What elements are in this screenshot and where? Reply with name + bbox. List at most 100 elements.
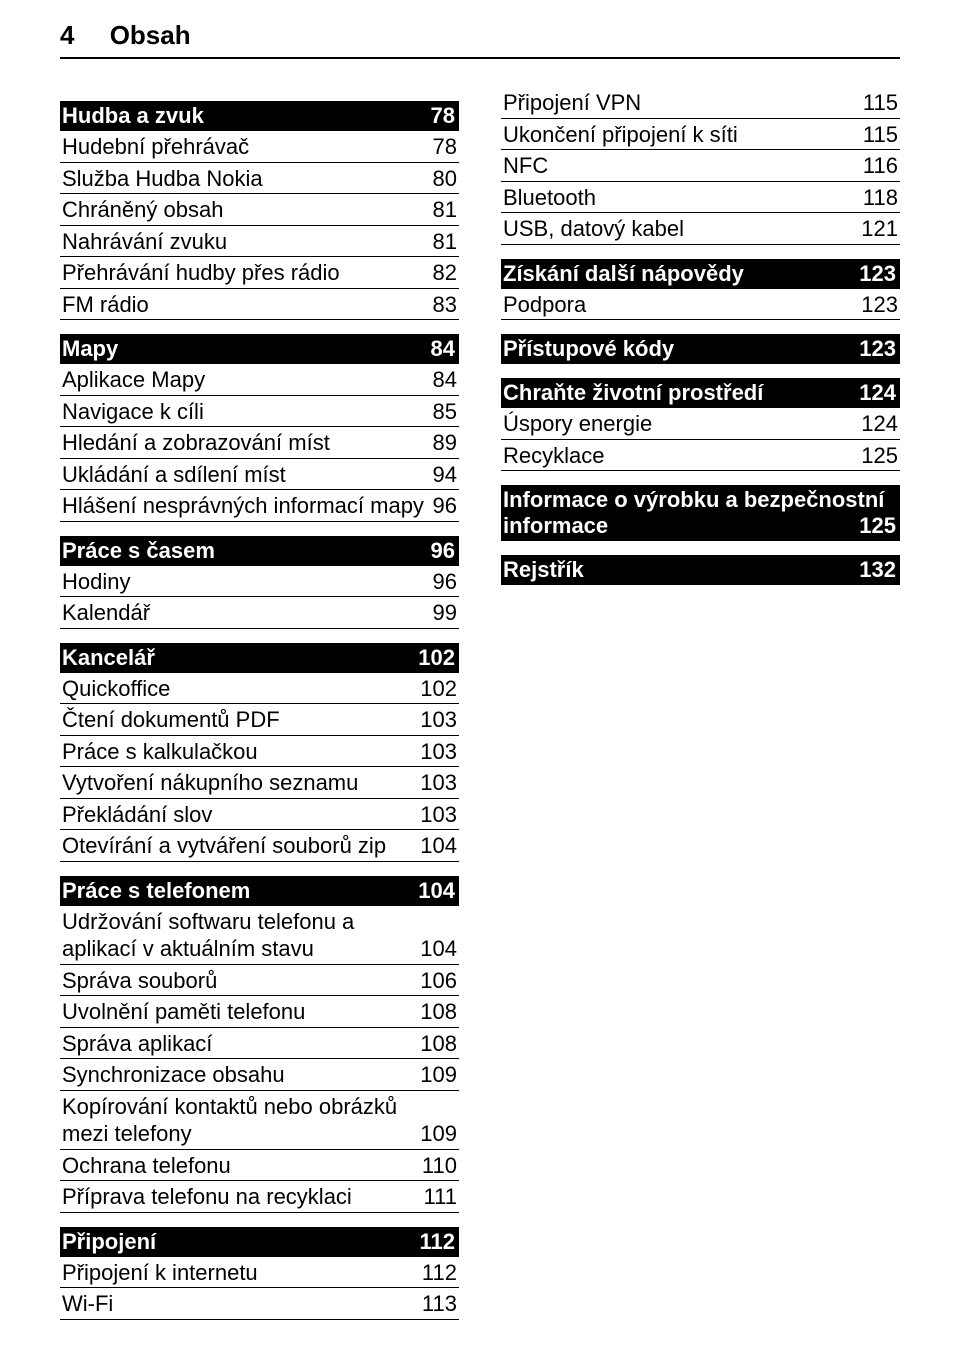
toc-section-label: Mapy xyxy=(62,336,118,362)
toc-row[interactable]: Příprava telefonu na recyklaci111 xyxy=(60,1181,459,1213)
toc-row-label: Wi-Fi xyxy=(62,1290,422,1318)
toc-section-page: 96 xyxy=(431,538,455,564)
toc-row[interactable]: Práce s kalkulačkou103 xyxy=(60,736,459,768)
toc-row-label: Kalendář xyxy=(62,599,433,627)
toc-row-label: Překládání slov xyxy=(62,801,420,829)
toc-row-label: Čtení dokumentů PDF xyxy=(62,706,420,734)
toc-row-label: Připojení VPN xyxy=(503,89,863,117)
toc-row-label: Úspory energie xyxy=(503,410,861,438)
page-header: 4 Obsah xyxy=(60,20,900,59)
toc-section-label: Získání další nápovědy xyxy=(503,261,744,287)
toc-row-page: 89 xyxy=(433,429,457,457)
toc-row[interactable]: Přehrávání hudby přes rádio82 xyxy=(60,257,459,289)
toc-row-page: 84 xyxy=(433,366,457,394)
toc-row-label: Správa souborů xyxy=(62,967,420,995)
toc-row[interactable]: Připojení k internetu112 xyxy=(60,1257,459,1289)
toc-row[interactable]: Navigace k cíli85 xyxy=(60,396,459,428)
toc-row-label: Kopírování kontaktů nebo obrázků mezi te… xyxy=(62,1093,420,1148)
toc-row[interactable]: Quickoffice102 xyxy=(60,673,459,705)
toc-row[interactable]: Hlášení nesprávných informací mapy96 xyxy=(60,490,459,522)
toc-section-head[interactable]: Kancelář102 xyxy=(60,643,459,673)
toc-row[interactable]: Kopírování kontaktů nebo obrázků mezi te… xyxy=(60,1091,459,1150)
toc-row[interactable]: Nahrávání zvuku81 xyxy=(60,226,459,258)
toc-section-head[interactable]: Chraňte životní prostředí 124 xyxy=(501,378,900,408)
toc-row-label: Navigace k cíli xyxy=(62,398,433,426)
toc-row-page: 102 xyxy=(420,675,457,703)
toc-row-page: 110 xyxy=(422,1152,457,1180)
toc-row-page: 115 xyxy=(863,121,898,149)
toc-row-page: 103 xyxy=(420,801,457,829)
toc-row[interactable]: USB, datový kabel121 xyxy=(501,213,900,245)
toc-row[interactable]: FM rádio83 xyxy=(60,289,459,321)
toc-row-label: Ukončení připojení k síti xyxy=(503,121,863,149)
toc-row-label: Hledání a zobrazování míst xyxy=(62,429,433,457)
toc-row[interactable]: Ukončení připojení k síti115 xyxy=(501,119,900,151)
toc-section-label: Přístupové kódy xyxy=(503,336,674,362)
toc-row[interactable]: Úspory energie124 xyxy=(501,408,900,440)
toc-row[interactable]: Vytvoření nákupního seznamu103 xyxy=(60,767,459,799)
toc-section-head[interactable]: Připojení 112 xyxy=(60,1227,459,1257)
toc-row[interactable]: Správa aplikací108 xyxy=(60,1028,459,1060)
toc-row[interactable]: Udržování softwaru telefonu a aplikací v… xyxy=(60,906,459,965)
toc-row[interactable]: Chráněný obsah81 xyxy=(60,194,459,226)
toc-section-label: Hudba a zvuk xyxy=(62,103,204,129)
toc-row-label: Quickoffice xyxy=(62,675,420,703)
toc-row-label: Připojení k internetu xyxy=(62,1259,422,1287)
toc-row-page: 116 xyxy=(863,152,898,180)
toc-section-head[interactable]: Získání další nápovědy 123 xyxy=(501,259,900,289)
toc-column-left: Hudba a zvuk 78Hudební přehrávač78Služba … xyxy=(60,87,459,1320)
toc-row[interactable]: Uvolnění paměti telefonu108 xyxy=(60,996,459,1028)
toc-section-head[interactable]: Práce s telefonem104 xyxy=(60,876,459,906)
toc-row-page: 104 xyxy=(420,935,457,963)
toc-row[interactable]: Hledání a zobrazování míst89 xyxy=(60,427,459,459)
toc-section-page: 112 xyxy=(420,1229,456,1255)
toc-section-label: Práce s telefonem xyxy=(62,878,250,904)
toc-section-page: 124 xyxy=(859,380,896,406)
toc-section-head[interactable]: Práce s časem96 xyxy=(60,536,459,566)
toc-row-label: Recyklace xyxy=(503,442,861,470)
toc-row[interactable]: Ochrana telefonu110 xyxy=(60,1150,459,1182)
toc-section-label-line1: Informace o výrobku a bezpečnostní xyxy=(503,487,896,513)
toc-row-label: Služba Hudba Nokia xyxy=(62,165,433,193)
toc-row[interactable]: Bluetooth118 xyxy=(501,182,900,214)
toc-row-page: 83 xyxy=(433,291,457,319)
toc-row[interactable]: Otevírání a vytváření souborů zip104 xyxy=(60,830,459,862)
toc-section-head[interactable]: Hudba a zvuk 78 xyxy=(60,101,459,131)
toc-row-page: 78 xyxy=(433,133,457,161)
toc-row[interactable]: Aplikace Mapy84 xyxy=(60,364,459,396)
toc-section-head[interactable]: Přístupové kódy123 xyxy=(501,334,900,364)
toc-row[interactable]: Kalendář99 xyxy=(60,597,459,629)
toc-section-head[interactable]: Mapy 84 xyxy=(60,334,459,364)
toc-row-label: Ukládání a sdílení míst xyxy=(62,461,433,489)
toc-section-page: 123 xyxy=(859,261,896,287)
toc-row[interactable]: Služba Hudba Nokia80 xyxy=(60,163,459,195)
toc-row[interactable]: NFC116 xyxy=(501,150,900,182)
toc-row-page: 113 xyxy=(422,1290,457,1318)
toc-section-label: Chraňte životní prostředí xyxy=(503,380,763,406)
toc-row-label: Bluetooth xyxy=(503,184,863,212)
toc-section-head[interactable]: Informace o výrobku a bezpečnostníinform… xyxy=(501,485,900,541)
toc-row[interactable]: Podpora123 xyxy=(501,289,900,321)
toc-row-label: Ochrana telefonu xyxy=(62,1152,422,1180)
toc-row[interactable]: Překládání slov103 xyxy=(60,799,459,831)
toc-section-head[interactable]: Rejstřík132 xyxy=(501,555,900,585)
toc-row-page: 109 xyxy=(420,1061,457,1089)
toc-row[interactable]: Připojení VPN115 xyxy=(501,87,900,119)
toc-row[interactable]: Synchronizace obsahu109 xyxy=(60,1059,459,1091)
toc-section-page: 78 xyxy=(431,103,455,129)
toc-row-page: 111 xyxy=(424,1183,457,1211)
toc-row[interactable]: Wi-Fi113 xyxy=(60,1288,459,1320)
toc-row-label: Práce s kalkulačkou xyxy=(62,738,420,766)
toc-row-label: Příprava telefonu na recyklaci xyxy=(62,1183,424,1211)
toc-row[interactable]: Správa souborů106 xyxy=(60,965,459,997)
toc-row[interactable]: Recyklace125 xyxy=(501,440,900,472)
toc-section-page: 84 xyxy=(431,336,455,362)
toc-section-label: Kancelář xyxy=(62,645,155,671)
toc-row-label: Synchronizace obsahu xyxy=(62,1061,420,1089)
toc-row-page: 108 xyxy=(420,1030,457,1058)
toc-row[interactable]: Ukládání a sdílení míst94 xyxy=(60,459,459,491)
toc-row[interactable]: Čtení dokumentů PDF103 xyxy=(60,704,459,736)
toc-row[interactable]: Hudební přehrávač78 xyxy=(60,131,459,163)
toc-section-label: Připojení xyxy=(62,1229,156,1255)
toc-row[interactable]: Hodiny96 xyxy=(60,566,459,598)
